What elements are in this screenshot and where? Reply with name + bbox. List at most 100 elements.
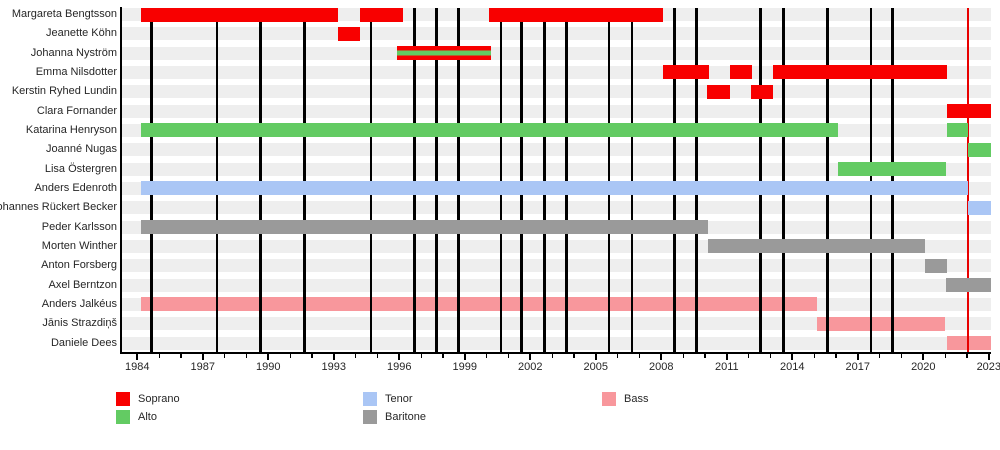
member-name: Kerstin Ryhed Lundin [11,85,117,98]
x-tick-label: 2020 [911,361,936,373]
row-band [122,46,991,60]
x-minor-tick [835,353,837,358]
member-name: Peder Karlsson [41,220,117,233]
x-minor-tick [638,353,641,358]
x-minor-tick [224,353,226,358]
x-minor-tick [813,353,815,358]
tenure-bar-soprano [772,65,948,80]
x-minor-tick [158,353,160,358]
row-band [122,317,991,331]
event-line [891,8,895,352]
x-major-tick [398,353,401,360]
event-line [607,8,611,352]
x-minor-tick [355,353,357,358]
member-name: Clara Fornander [36,104,117,117]
x-minor-tick [748,353,750,358]
x-tick-label: 2023 [976,361,1000,373]
event-line [565,8,568,352]
member-name: Jeanette Köhn [46,27,117,40]
y-axis-line [120,7,122,353]
legend-label-bass: Bass [624,393,649,405]
tenure-bar-baritone [140,220,709,235]
tenure-bar-soprano [140,7,339,22]
x-minor-tick [420,353,422,358]
tenure-bar-soprano [707,84,731,99]
x-tick-label: 2017 [845,361,871,373]
event-line [694,8,698,352]
member-name: Daniele Dees [50,336,117,349]
event-line [759,8,762,352]
member-name: Anders Jalkéus [41,297,117,310]
x-tick-label: 2014 [780,361,805,373]
tenure-bar-alto [838,162,947,177]
member-name: Emma Nilsdotter [35,65,117,78]
x-minor-tick [551,353,553,358]
x-minor-tick [311,353,313,358]
event-line [413,8,416,352]
x-minor-tick [769,353,772,358]
x-minor-tick [573,353,575,358]
event-line [369,8,373,352]
tenure-bar-soprano [663,65,710,80]
x-tick-label: 2008 [649,361,674,373]
x-tick-label: 2005 [583,361,609,373]
x-major-tick [136,353,139,360]
row-band [122,278,991,292]
event-line [543,8,546,352]
member-name: Jānis Strazdiņš [42,317,117,330]
legend-label-soprano: Soprano [138,393,180,405]
tenure-bar-alto [947,123,969,138]
x-minor-tick [966,353,968,358]
event-line [825,8,829,352]
x-minor-tick [704,353,706,358]
plot-area [120,7,992,354]
member-name: Johannes Rückert Becker [0,201,117,214]
x-tick-label: 1987 [190,361,216,373]
legend-label-tenor: Tenor [385,393,413,405]
x-major-tick [856,353,859,360]
tenure-bar-soprano [488,7,664,22]
row-band [122,27,991,41]
legend-label-baritone: Baritone [385,410,426,423]
x-minor-tick [507,353,510,358]
x-major-tick [332,353,335,360]
event-line [215,8,219,352]
x-tick-label: 1999 [452,361,478,373]
current-date-line [966,8,970,352]
member-name: Joanné Nugas [46,143,117,156]
x-minor-tick [180,353,182,358]
x-tick-label: 2011 [714,361,739,373]
member-name: Anton Forsberg [41,259,117,272]
member-name: Anders Edenroth [34,181,117,194]
legend-label-alto: Alto [138,410,157,423]
x-tick-label: 1990 [256,361,281,373]
event-line [520,8,523,352]
x-minor-tick [376,353,379,358]
tenure-bar-soprano [730,65,752,80]
tenure-bar-baritone [925,258,948,273]
x-minor-tick [289,353,291,358]
x-major-tick [987,353,990,360]
member-name: Axel Berntzon [48,278,117,291]
tenure-bar-bass [817,316,946,331]
tenure-bar-baritone [946,278,991,293]
event-line [150,8,153,352]
x-major-tick [201,353,204,360]
row-band [122,259,991,273]
x-major-tick [791,353,794,360]
x-axis-line [120,352,992,354]
event-line [673,8,676,352]
event-line [630,8,634,352]
tenure-bar-soprano [947,104,991,119]
tenure-bar-tenor [968,200,991,215]
legend-swatch-bass [602,392,616,406]
member-name: Margareta Bengtsson [11,8,117,20]
row-band [122,104,991,118]
x-tick-label: 2002 [518,361,543,373]
event-line [259,8,262,352]
x-minor-tick [682,353,684,358]
tenure-bar-alto [968,142,991,157]
row-band [122,85,991,99]
tenure-bar-soprano [359,7,403,22]
